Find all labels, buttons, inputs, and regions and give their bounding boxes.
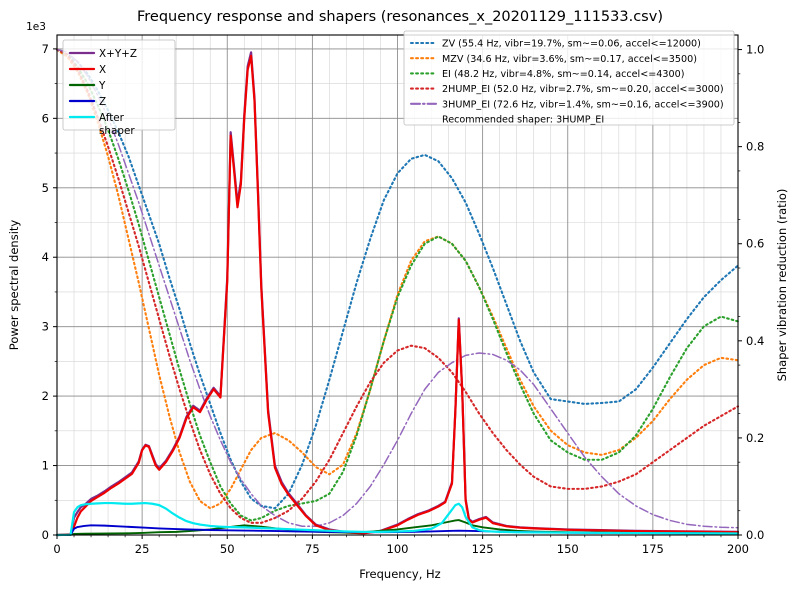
- recommended-shaper-note: Recommended shaper: 3HUMP_EI: [442, 115, 604, 126]
- y-axis-label-left: Power spectral density: [7, 220, 21, 351]
- y-axis-label-right: Shaper vibration reduction (ratio): [775, 189, 789, 382]
- series-line-3hump-ei: [56, 48, 739, 529]
- shaper-legend-box: [403, 30, 735, 126]
- ytick-label-left: 3: [42, 320, 49, 334]
- xtick-label: 50: [220, 542, 235, 556]
- xtick-label: 150: [557, 542, 579, 556]
- ytick-label-right: 0.0: [746, 528, 764, 542]
- shaper-legend-label-zv: ZV (55.4 Hz, vibr=19.7%, sm~=0.06, accel…: [442, 39, 701, 50]
- xtick-label: 25: [135, 542, 150, 556]
- ytick-label-left: 4: [42, 250, 49, 264]
- ytick-label-left: 1: [42, 459, 49, 473]
- ytick-label-left: 7: [42, 42, 49, 56]
- series-line-2hump-ei: [55, 48, 740, 524]
- series-line-after-shaper: [55, 501, 740, 537]
- ytick-label-left: 5: [42, 181, 49, 195]
- legend-label-after: After: [99, 112, 125, 124]
- shaper-legend-label-ei: EI (48.2 Hz, vibr=4.8%, sm~=0.14, accel<…: [442, 69, 684, 80]
- ytick-label-right: 0.8: [746, 140, 764, 154]
- chart-title: Frequency response and shapers (resonanc…: [137, 9, 663, 25]
- series-line-zv: [55, 48, 740, 510]
- xtick-label: 75: [305, 542, 320, 556]
- series-line-ei: [55, 48, 740, 522]
- xtick-label: 200: [727, 542, 749, 556]
- legend-label-shaper-line2: shaper: [99, 125, 135, 137]
- shaper-legend-label-3hump-ei: 3HUMP_EI (72.6 Hz, vibr=1.4%, sm~=0.16, …: [442, 99, 724, 110]
- shaper-legend-label-mzv: MZV (34.6 Hz, vibr=3.6%, sm~=0.17, accel…: [442, 54, 697, 65]
- ytick-label-left: 6: [42, 111, 49, 125]
- legend-label-z: Z: [99, 96, 106, 108]
- xtick-label: 175: [642, 542, 664, 556]
- legend-label-x: X: [99, 64, 106, 76]
- ytick-label-left: 2: [42, 389, 49, 403]
- psd-legend-box: [62, 39, 176, 131]
- ytick-label-right: 0.6: [746, 237, 764, 251]
- ytick-label-right: 1.0: [746, 43, 764, 57]
- legend-label-x-y-z: X+Y+Z: [99, 48, 137, 60]
- ytick-label-left: 0: [42, 528, 49, 542]
- legend-label-y: Y: [98, 80, 106, 92]
- y-axis-exponent: 1e3: [26, 21, 46, 33]
- ytick-label-right: 0.4: [746, 334, 764, 348]
- xtick-label: 125: [472, 542, 494, 556]
- series-line-mzv: [55, 48, 740, 510]
- series-line-x: [55, 54, 740, 537]
- xtick-label: 100: [387, 542, 409, 556]
- xtick-label: 0: [53, 542, 60, 556]
- ytick-label-right: 0.2: [746, 431, 764, 445]
- x-axis-label: Frequency, Hz: [359, 567, 440, 581]
- shaper-legend-label-2hump-ei: 2HUMP_EI (52.0 Hz, vibr=2.7%, sm~=0.20, …: [442, 84, 724, 95]
